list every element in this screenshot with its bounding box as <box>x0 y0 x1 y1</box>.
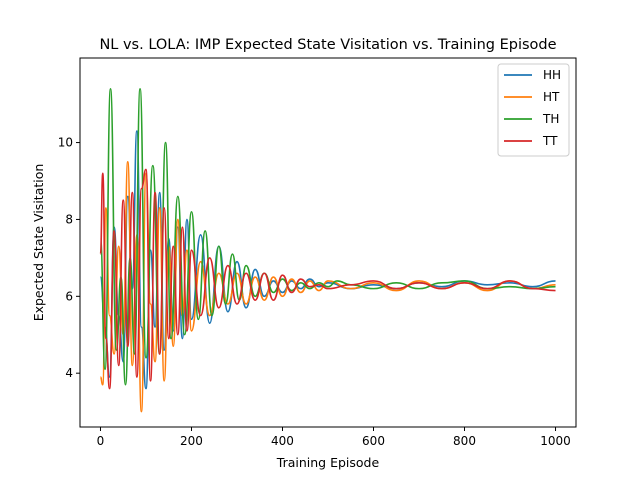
legend-label-tt: TT <box>542 134 558 148</box>
legend-label-hh: HH <box>543 68 561 82</box>
x-tick-label: 200 <box>180 434 203 448</box>
chart-title: NL vs. LOLA: IMP Expected State Visitati… <box>99 37 556 53</box>
x-tick-label: 0 <box>97 434 105 448</box>
x-tick-label: 800 <box>453 434 476 448</box>
plot-lines <box>99 87 556 413</box>
legend-box <box>497 63 570 157</box>
y-tick-label: 10 <box>58 136 73 150</box>
x-tick-label: 1000 <box>540 434 571 448</box>
legend-label-ht: HT <box>543 90 560 104</box>
y-tick-label: 4 <box>65 366 73 380</box>
x-tick-label: 600 <box>362 434 385 448</box>
x-tick-label: 400 <box>271 434 294 448</box>
legend-label-th: TH <box>542 112 559 126</box>
y-axis-ticks: 4 6 8 10 <box>58 136 80 380</box>
axes-frame <box>79 57 577 428</box>
y-tick-label: 8 <box>65 212 73 226</box>
x-axis-ticks: 0 200 400 600 800 1000 <box>97 427 571 448</box>
x-axis-label: Training Episode <box>276 455 380 470</box>
y-tick-label: 6 <box>65 289 73 303</box>
y-axis-label: Expected State Visitation <box>31 164 46 322</box>
series-line-tt <box>99 168 556 390</box>
legend: HH HT TH TT <box>497 63 570 157</box>
